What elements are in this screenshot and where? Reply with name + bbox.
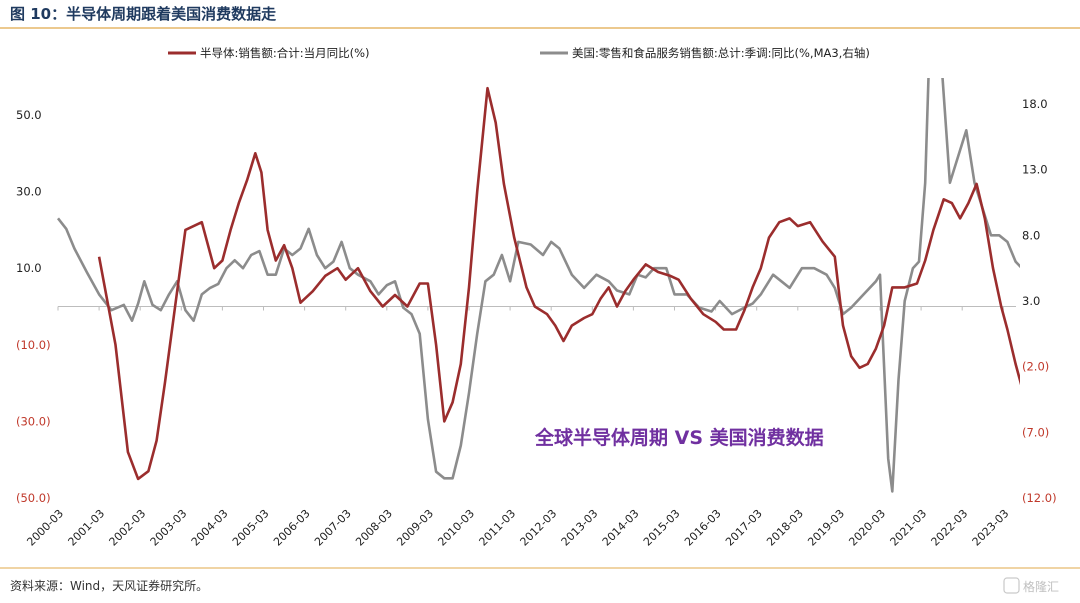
legend-label-series-2: 美国:零售和食品服务销售额:总计:季调:同比(%,MA3,右轴) [572, 46, 870, 60]
x-tick-label: 2008-03 [353, 507, 395, 549]
right-tick-label: (7.0) [1022, 425, 1049, 439]
source-note: 资料来源：Wind，天风证券研究所。 [10, 578, 208, 593]
x-tick-label: 2017-03 [723, 507, 765, 549]
x-tick-label: 2011-03 [477, 507, 519, 549]
x-tick-label: 2002-03 [107, 507, 149, 549]
x-tick-label: 2004-03 [189, 507, 231, 549]
watermark-text: 格隆汇 [1023, 579, 1059, 594]
right-tick-label: (12.0) [1022, 491, 1057, 505]
x-tick-label: 2007-03 [312, 507, 354, 549]
right-tick-label: 18.0 [1022, 97, 1048, 111]
right-tick-label: 13.0 [1022, 163, 1048, 177]
watermark-logo-icon [1003, 577, 1020, 594]
series-line-semiconductor [97, 86, 1020, 481]
x-tick-label: 2009-03 [394, 507, 436, 549]
x-tick-label: 2010-03 [435, 507, 477, 549]
x-tick-label: 2001-03 [66, 507, 108, 549]
plot-lines [56, 78, 1020, 493]
right-tick-label: (2.0) [1022, 360, 1049, 374]
x-tick-label: 2021-03 [888, 507, 930, 549]
x-tick-label: 2013-03 [559, 507, 601, 549]
x-tick-label: 2022-03 [929, 507, 971, 549]
left-tick-label: (30.0) [16, 414, 51, 428]
x-tick-label: 2020-03 [846, 507, 888, 549]
x-tick-label: 2006-03 [271, 507, 313, 549]
series-line-us-retail [56, 78, 1020, 493]
watermark: 格隆汇 [1003, 577, 1059, 594]
x-tick-label: 2015-03 [641, 507, 683, 549]
x-tick-label: 2023-03 [970, 507, 1012, 549]
x-tick-label: 2018-03 [764, 507, 806, 549]
left-tick-label: (50.0) [16, 491, 51, 505]
legend-label-series-1: 半导体:销售额:合计:当月同比(%) [200, 46, 370, 60]
chart-title: 图 10：半导体周期跟着美国消费数据走 [10, 5, 276, 23]
x-tick-label: 2016-03 [682, 507, 724, 549]
x-tick-label: 2012-03 [518, 507, 560, 549]
x-tick-label: 2005-03 [230, 507, 272, 549]
left-tick-label: 50.0 [16, 108, 42, 122]
x-tick-label: 2000-03 [24, 507, 66, 549]
left-tick-label: 10.0 [16, 261, 42, 275]
right-tick-label: 8.0 [1022, 228, 1040, 242]
chart-annotation: 全球半导体周期 VS 美国消费数据 [534, 426, 824, 449]
x-tick-label: 2014-03 [600, 507, 642, 549]
left-tick-label: (10.0) [16, 338, 51, 352]
right-tick-label: 3.0 [1022, 294, 1040, 308]
legend: 半导体:销售额:合计:当月同比(%) 美国:零售和食品服务销售额:总计:季调:同… [168, 46, 870, 60]
x-tick-label: 2019-03 [805, 507, 847, 549]
left-tick-label: 30.0 [16, 185, 42, 199]
x-tick-label: 2003-03 [148, 507, 190, 549]
